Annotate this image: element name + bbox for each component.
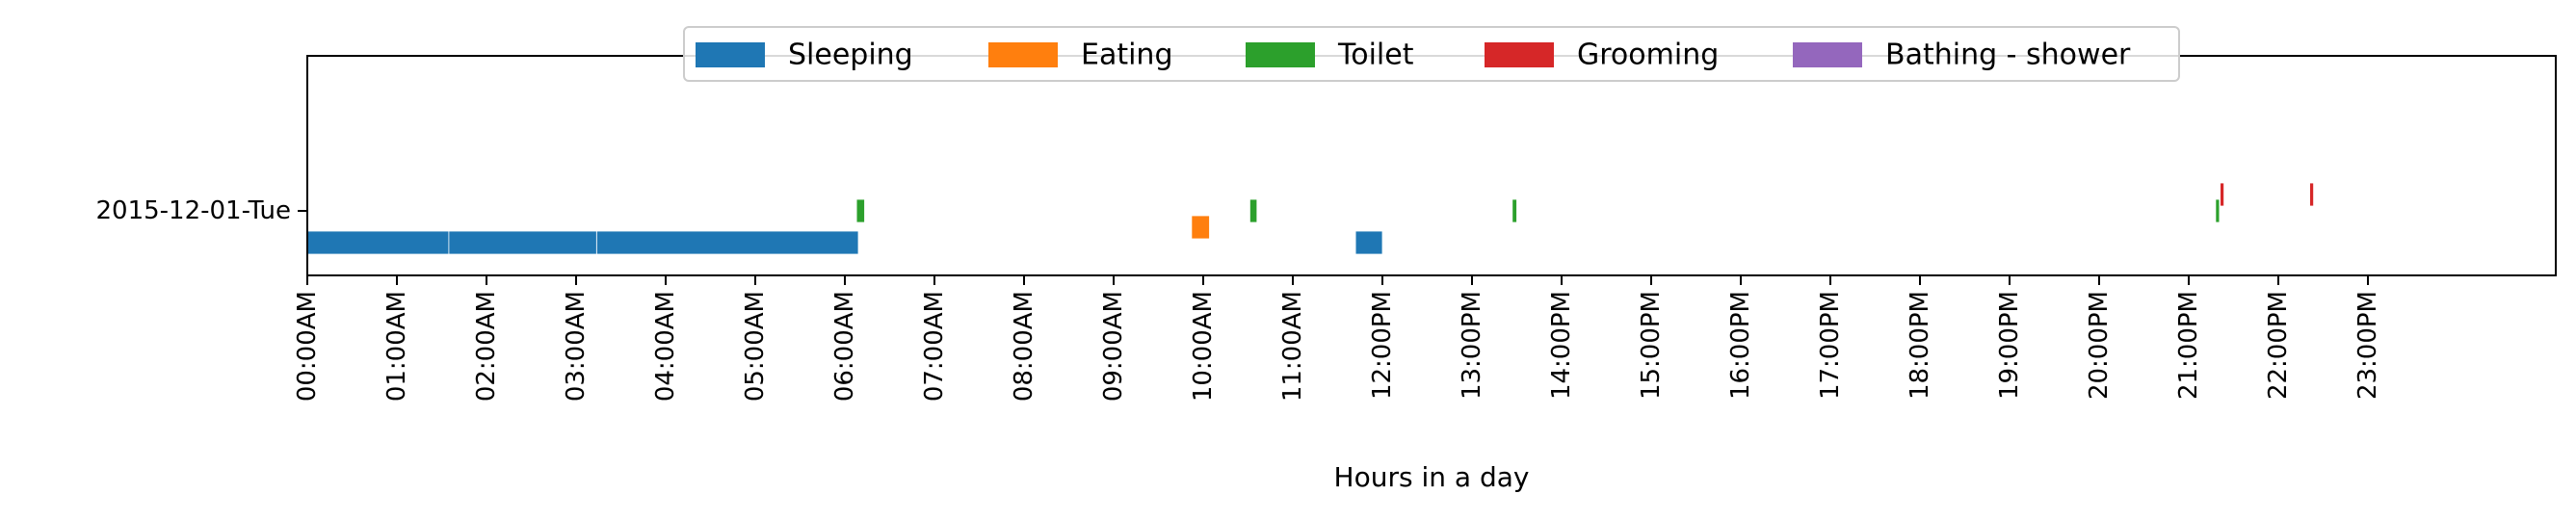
legend-swatch xyxy=(988,42,1058,67)
x-tick-label: 00:00AM xyxy=(293,291,322,402)
bar-toilet xyxy=(1249,198,1258,223)
legend: Sleeping Eating Toilet Grooming Bathing - sh… xyxy=(683,26,2180,82)
x-tick-label: 21:00PM xyxy=(2174,291,2203,400)
legend-label: Bathing - shower xyxy=(1885,39,2131,72)
x-tick-label: 18:00PM xyxy=(1906,291,1934,400)
bar-sleeping xyxy=(448,230,597,255)
x-tick-label: 09:00AM xyxy=(1099,291,1128,402)
x-axis-label: Hours in a day xyxy=(1334,461,1530,493)
legend-label: Toilet xyxy=(1337,39,1414,72)
x-tick-label: 06:00AM xyxy=(830,291,859,402)
x-tick-label: 11:00AM xyxy=(1278,291,1307,402)
x-tick-label: 02:00AM xyxy=(472,291,501,402)
legend-swatch xyxy=(1246,42,1315,67)
x-tick-label: 10:00AM xyxy=(1189,291,1218,402)
y-axis: 2015-12-01-Tue xyxy=(95,196,307,225)
x-tick-label: 22:00PM xyxy=(2264,291,2293,400)
x-tick-label: 08:00AM xyxy=(1010,291,1038,402)
x-tick-label: 04:00AM xyxy=(651,291,680,402)
bar-sleeping xyxy=(306,230,450,255)
legend-swatch xyxy=(1793,42,1862,67)
legend-label: Sleeping xyxy=(788,39,913,72)
x-tick-label: 23:00PM xyxy=(2353,291,2382,400)
bar-sleeping xyxy=(1354,230,1383,255)
x-tick-label: 17:00PM xyxy=(1816,291,1845,400)
x-tick-label: 07:00AM xyxy=(920,291,949,402)
bar-toilet xyxy=(1511,198,1517,223)
bar-toilet xyxy=(855,198,865,223)
bar-sleeping xyxy=(596,230,859,255)
bar-toilet xyxy=(2215,198,2221,223)
x-tick-label: 01:00AM xyxy=(382,291,411,402)
legend-swatch xyxy=(696,42,765,67)
x-tick-label: 14:00PM xyxy=(1547,291,1576,400)
y-tick-label: 2015-12-01-Tue xyxy=(95,196,291,225)
legend-swatch xyxy=(1485,42,1554,67)
bar-grooming xyxy=(2220,182,2225,207)
x-tick-label: 12:00PM xyxy=(1368,291,1397,400)
bars-layer xyxy=(306,182,2315,255)
x-tick-label: 16:00PM xyxy=(1726,291,1755,400)
x-tick-label: 15:00PM xyxy=(1637,291,1666,400)
x-axis: 00:00AM 01:00AM 02:00AM 03:00AM 04:00AM 05:00… xyxy=(293,275,2382,402)
x-tick-label: 19:00PM xyxy=(1995,291,2024,400)
x-tick-label: 05:00AM xyxy=(741,291,770,402)
legend-label: Eating xyxy=(1081,39,1173,72)
x-tick-label: 13:00PM xyxy=(1458,291,1486,400)
legend-label: Grooming xyxy=(1577,39,1719,72)
bar-eating xyxy=(1191,215,1210,240)
bar-grooming xyxy=(2309,182,2315,207)
x-tick-label: 20:00PM xyxy=(2085,291,2114,400)
x-tick-label: 03:00AM xyxy=(562,291,591,402)
